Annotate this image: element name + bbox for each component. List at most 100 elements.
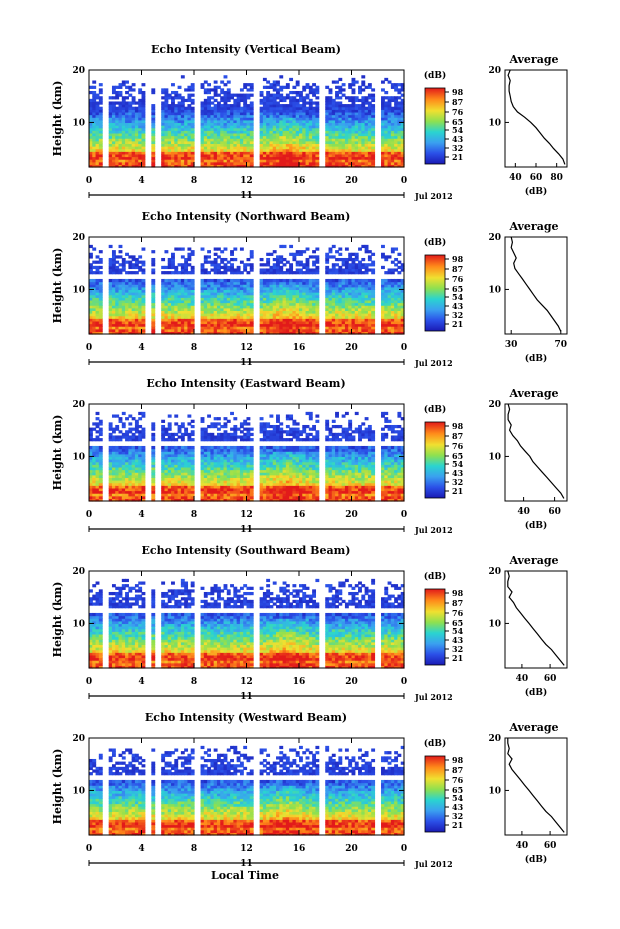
heatmap-cell <box>125 302 129 306</box>
heatmap-cell <box>125 90 129 95</box>
heatmap-cell <box>111 461 116 465</box>
heatmap-cell <box>269 307 274 311</box>
heatmap-cell <box>180 299 185 304</box>
heatmap-cell <box>111 250 116 254</box>
heatmap-cell <box>223 302 228 306</box>
heatmap-cell <box>164 104 169 108</box>
heatmap-cell <box>138 156 143 160</box>
heatmap-cell <box>299 297 303 301</box>
heatmap-cell <box>387 284 392 288</box>
heatmap-cell <box>331 320 336 325</box>
heatmap-cell <box>387 164 392 168</box>
heatmap-cell <box>371 297 376 301</box>
heatmap-cell <box>361 138 366 142</box>
heatmap-cell <box>387 315 392 319</box>
heatmap-cell <box>269 318 274 322</box>
heatmap-cell <box>279 119 284 124</box>
heatmap-cell <box>200 331 205 335</box>
heatmap-cell <box>276 328 280 332</box>
heatmap-cell <box>384 119 389 124</box>
heatmap-cell <box>338 323 343 327</box>
heatmap-cell <box>200 117 205 121</box>
heatmap-cell <box>207 281 212 285</box>
heatmap-cell <box>341 313 346 317</box>
heatmap-cell <box>325 135 330 139</box>
heatmap-cell <box>111 146 116 150</box>
colorbar-tick-label: 32 <box>452 143 463 153</box>
heatmap-cell <box>184 278 189 283</box>
heatmap-cell <box>187 289 192 293</box>
heatmap-cell <box>213 122 218 126</box>
heatmap-cell <box>118 250 123 254</box>
heatmap-cell <box>243 281 248 285</box>
heatmap-cell <box>344 328 349 332</box>
heatmap-cell <box>111 453 116 458</box>
heatmap-cell <box>390 122 395 126</box>
heatmap-cell <box>111 318 116 322</box>
heatmap-cell <box>394 299 399 304</box>
heatmap-cell <box>131 328 136 332</box>
heatmap-cell <box>272 318 277 322</box>
heatmap-cell <box>203 286 208 291</box>
heatmap-cell <box>108 125 113 129</box>
heatmap-cell <box>266 278 271 283</box>
heatmap-cell <box>302 96 307 100</box>
heatmap-cell <box>177 305 182 309</box>
heatmap-cell <box>216 159 221 163</box>
heatmap-cell <box>344 318 349 322</box>
heatmap-cell <box>134 101 139 105</box>
heatmap-cell <box>299 132 303 137</box>
heatmap-cell <box>125 294 129 298</box>
heatmap-cell <box>161 265 166 270</box>
heatmap-cell <box>354 297 359 301</box>
heatmap-cell <box>371 323 376 327</box>
heatmap-cell <box>134 328 139 332</box>
heatmap-cell <box>167 260 172 264</box>
heatmap-cell <box>289 265 294 270</box>
heatmap-cell <box>285 138 290 142</box>
heatmap-cell <box>98 307 103 311</box>
heatmap-cell <box>246 307 251 311</box>
heatmap-cell <box>381 265 385 270</box>
heatmap-cell <box>338 305 343 309</box>
heatmap-cell <box>213 104 218 108</box>
heatmap-cell <box>134 448 139 452</box>
heatmap-cell <box>111 472 116 476</box>
heatmap-cell <box>312 151 317 155</box>
heatmap-cell <box>138 109 143 113</box>
heatmap-cell <box>141 487 146 492</box>
heatmap-cell <box>151 143 156 147</box>
heatmap-cell <box>292 153 297 158</box>
heatmap-cell <box>128 493 133 497</box>
heatmap-cell <box>308 315 313 319</box>
heatmap-cell <box>184 265 189 270</box>
heatmap-cell <box>344 153 349 158</box>
heatmap-cell <box>98 281 103 285</box>
heatmap-cell <box>226 161 231 165</box>
heatmap-cell <box>243 114 248 118</box>
heatmap-cell <box>344 146 349 150</box>
heatmap-cell <box>131 114 136 118</box>
heatmap-cell <box>358 143 362 147</box>
heatmap-cell <box>305 130 310 134</box>
heatmap-cell <box>295 281 300 285</box>
heatmap-cell <box>236 307 241 311</box>
heatmap-cell <box>354 307 359 311</box>
heatmap-cell <box>246 271 251 275</box>
heatmap-cell <box>394 318 399 322</box>
heatmap-cell <box>141 127 146 131</box>
heatmap-cell <box>108 315 113 319</box>
heatmap-cell <box>266 310 271 314</box>
heatmap-cell <box>138 424 143 429</box>
heatmap-cell <box>167 111 172 116</box>
heatmap-cell <box>394 83 399 87</box>
heatmap-cell <box>328 88 333 92</box>
heatmap-cell <box>121 268 126 272</box>
heatmap-cell <box>305 307 310 311</box>
heatmap-cell <box>390 143 395 147</box>
heatmap-cell <box>325 310 330 314</box>
heatmap-cell <box>276 294 280 298</box>
heatmap-cell <box>358 247 362 251</box>
heatmap-cell <box>292 125 297 129</box>
heatmap-cell <box>115 448 120 452</box>
